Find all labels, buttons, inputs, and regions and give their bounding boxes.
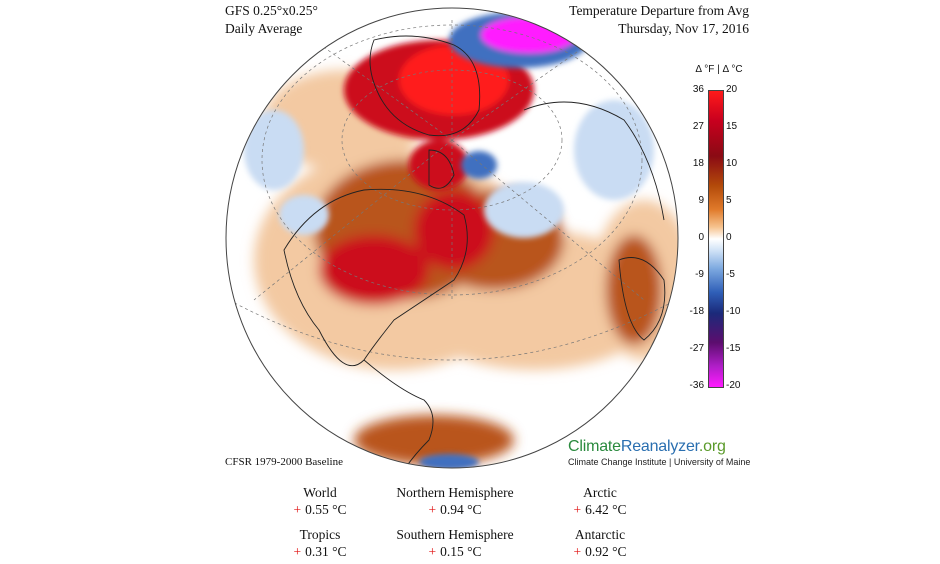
- stat-value: 0.15 °C: [440, 544, 482, 559]
- globe-map: [224, 0, 680, 470]
- legend-tick-c: -20: [726, 380, 741, 391]
- stat-southern-hemisphere: Southern Hemisphere +0.15 °C: [385, 526, 525, 560]
- legend-title: Δ °F | Δ °C: [695, 64, 743, 75]
- legend-tick-f: 36: [692, 84, 704, 95]
- stat-value: 0.94 °C: [440, 502, 482, 517]
- legend-color-bar: [708, 90, 724, 388]
- legend-tick-f: 9: [698, 195, 704, 206]
- brand-logo-part1: Climate: [568, 438, 621, 455]
- legend-tick-c: 10: [726, 158, 738, 169]
- stat-tropics: Tropics +0.31 °C: [250, 526, 390, 560]
- legend-tick-c: 0: [726, 232, 732, 243]
- legend-tick-f: -36: [689, 380, 704, 391]
- stat-world: World +0.55 °C: [250, 484, 390, 518]
- stat-value: 6.42 °C: [585, 502, 627, 517]
- stat-value: 0.55 °C: [305, 502, 347, 517]
- stat-sign: +: [573, 502, 582, 517]
- legend-tick-c: -15: [726, 343, 741, 354]
- stat-sign: +: [293, 544, 302, 559]
- cold-anomaly-field: [244, 12, 654, 468]
- stat-label: Southern Hemisphere: [396, 527, 514, 542]
- legend-tick-c: 15: [726, 121, 738, 132]
- baseline-note: CFSR 1979-2000 Baseline: [225, 456, 343, 468]
- model-info: GFS 0.25°x0.25° Daily Average: [225, 2, 318, 38]
- legend-tick-f: 0: [698, 232, 704, 243]
- stat-sign: +: [573, 544, 582, 559]
- legend-tick-f: 18: [692, 158, 704, 169]
- legend-tick-f: -18: [689, 306, 704, 317]
- stat-antarctic: Antarctic +0.92 °C: [530, 526, 670, 560]
- map-date: Thursday, Nov 17, 2016: [618, 21, 749, 36]
- legend-tick-c: 20: [726, 84, 738, 95]
- stat-value: 0.92 °C: [585, 544, 627, 559]
- averaging-period: Daily Average: [225, 21, 303, 36]
- temperature-anomaly-globe: [225, 7, 679, 469]
- graticule: [228, 20, 677, 361]
- stat-sign: +: [428, 544, 437, 559]
- stat-label: Tropics: [299, 527, 341, 542]
- stat-sign: +: [428, 502, 437, 517]
- coastlines: [283, 35, 666, 468]
- model-resolution: GFS 0.25°x0.25°: [225, 3, 318, 18]
- legend-tick-f: -27: [689, 343, 704, 354]
- legend-tick-f: 27: [692, 121, 704, 132]
- stat-label: Antarctic: [574, 527, 626, 542]
- brand-block: ClimateReanalyzer.org Climate Change Ins…: [568, 438, 750, 467]
- stat-label: Northern Hemisphere: [396, 485, 514, 500]
- color-legend: Δ °F | Δ °C 36 20 27 15 18 10 9 5 0 0 -9 -5 -18 -10 -2…: [684, 64, 754, 394]
- map-title-block: Temperature Departure from Avg Thursday,…: [569, 2, 749, 38]
- stat-label: Arctic: [583, 485, 617, 500]
- legend-tick-c: 5: [726, 195, 732, 206]
- stat-label: World: [303, 485, 337, 500]
- legend-tick-f: -9: [695, 269, 704, 280]
- brand-logo: ClimateReanalyzer.org: [568, 438, 750, 456]
- stat-northern-hemisphere: Northern Hemisphere +0.94 °C: [385, 484, 525, 518]
- brand-subtitle: Climate Change Institute | University of…: [568, 457, 751, 467]
- map-title: Temperature Departure from Avg: [569, 3, 749, 18]
- legend-tick-c: -5: [726, 269, 735, 280]
- stat-value: 0.31 °C: [305, 544, 347, 559]
- brand-logo-part2: Reanalyzer: [620, 438, 699, 455]
- stat-arctic: Arctic +6.42 °C: [530, 484, 670, 518]
- brand-logo-part3: .org: [698, 438, 726, 455]
- stat-sign: +: [293, 502, 302, 517]
- globe-outline: [225, 7, 679, 469]
- legend-tick-c: -10: [726, 306, 741, 317]
